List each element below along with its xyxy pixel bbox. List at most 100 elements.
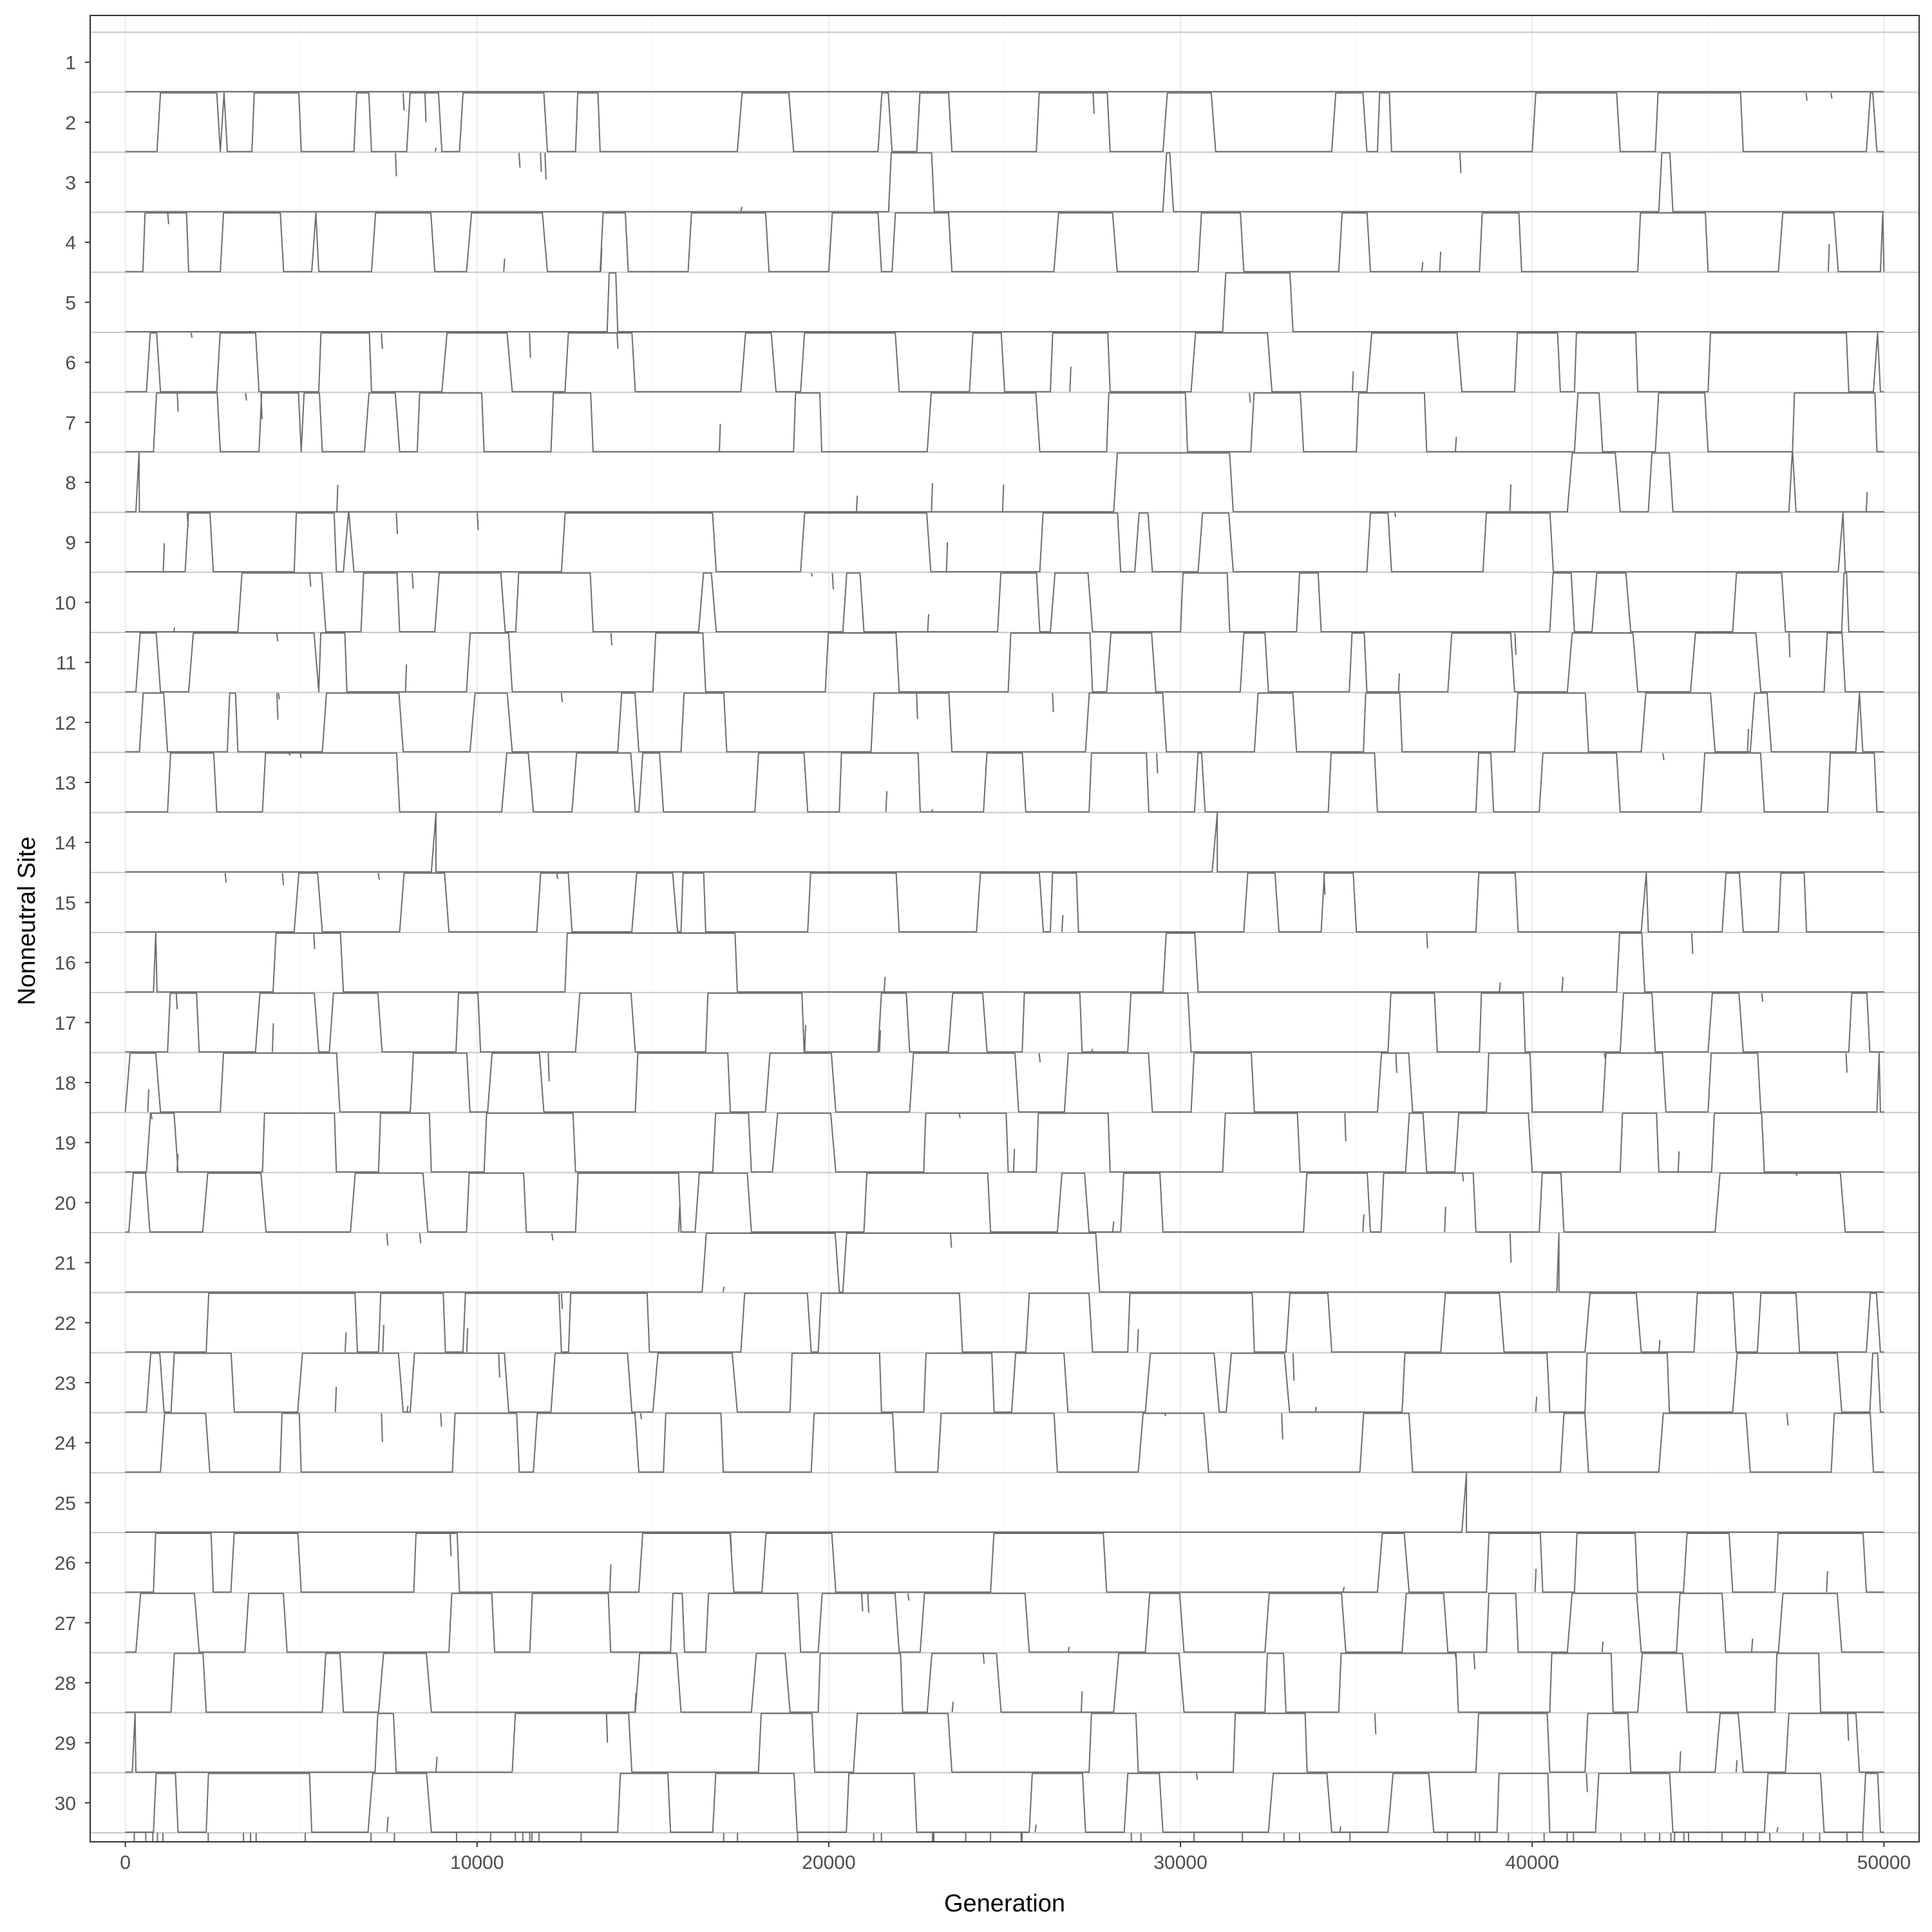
excursion-mark [1761,993,1764,1002]
excursion-mark [1038,1053,1041,1063]
excursion-mark [931,483,933,512]
x-tick-label: 30000 [1153,1852,1207,1873]
series-line-site-18 [124,1052,1884,1113]
excursion-mark [1362,1214,1365,1233]
series-line-site-24 [125,1412,1884,1473]
series-line-site-3 [125,152,1884,213]
y-tick-label: 8 [65,473,76,494]
excursion-mark [1344,1113,1347,1142]
excursion-mark [466,1328,469,1352]
excursion-mark [224,873,227,883]
excursion-mark [1805,93,1808,101]
excursion-mark [440,1413,442,1427]
excursion-mark [381,332,383,349]
excursion-mark [883,976,886,992]
y-tick-label: 16 [55,953,76,974]
series-line-site-11 [125,632,1884,693]
excursion-mark [804,1025,806,1052]
excursion-mark [730,1533,732,1552]
excursion-mark [245,393,247,401]
y-tick-label: 22 [55,1313,76,1334]
excursion-mark [344,1332,347,1352]
y-tick-label: 21 [55,1253,76,1274]
excursion-mark [175,993,178,1010]
excursion-mark [1586,1773,1588,1793]
excursion-mark [1397,673,1401,692]
series-line-site-16 [125,933,1884,993]
excursion-mark [1067,1647,1070,1653]
excursion-mark [556,873,559,880]
y-tick-label: 11 [56,653,76,674]
y-tick-label: 17 [55,1013,76,1034]
excursion-mark [1034,1824,1037,1833]
excursion-mark [377,873,380,880]
excursion-mark [382,1325,384,1352]
excursion-mark [1092,93,1095,114]
excursion-mark [1323,873,1326,895]
excursion-mark [560,693,564,703]
excursion-mark [1195,1773,1198,1780]
excursion-mark [176,393,179,412]
excursion-mark [276,693,279,720]
excursion-mark [406,1405,409,1412]
series-line-site-10 [125,572,1884,632]
excursion-mark [1788,632,1791,658]
y-tick-label: 13 [55,773,76,794]
grid-layer [124,15,1885,1842]
excursion-mark [1454,437,1457,452]
series-line-site-2 [125,92,1884,153]
excursion-mark [1826,1571,1828,1593]
excursion-mark [634,1692,637,1712]
y-tick-label: 7 [65,413,76,434]
series-line-site-22 [125,1293,1884,1353]
excursion-mark [449,1533,452,1557]
excursion-mark [1001,484,1005,512]
excursion-mark [1080,1691,1083,1712]
x-axis: 0 10000 20000 30000 40000 50000 [120,1842,1911,1873]
series-line-site-14 [125,812,1884,873]
excursion-mark [1677,1151,1680,1172]
excursion-mark [885,791,888,812]
excursion-mark [1292,1353,1295,1381]
excursion-mark [1473,1653,1476,1670]
y-tick-label: 28 [55,1673,76,1694]
excursion-mark [518,153,521,168]
excursion-mark [1444,1206,1446,1233]
excursion-mark [867,1593,869,1613]
excursion-mark [1426,933,1428,949]
excursion-mark [278,693,280,700]
excursion-mark [424,93,427,122]
excursion-mark [605,1713,609,1743]
excursion-mark [1795,1173,1798,1177]
y-tick-label: 5 [65,292,76,314]
excursion-mark [855,495,858,512]
excursion-mark [1499,982,1501,992]
y-tick-label: 23 [55,1373,76,1394]
excursion-mark [949,1233,952,1248]
excursion-mark [1156,753,1159,774]
excursion-mark [1865,491,1868,512]
excursion-mark [1339,1826,1341,1833]
excursion-mark [308,573,312,587]
excursion-mark [167,213,169,225]
excursion-mark [1679,1751,1681,1772]
excursion-mark [1601,1642,1604,1653]
y-tick-label: 15 [55,893,76,914]
x-tick-label: 0 [120,1852,131,1873]
excursion-mark [176,1154,179,1172]
excursion-mark [810,573,813,577]
excursion-mark [951,1701,954,1712]
excursion-mark [1509,1233,1512,1263]
excursion-mark [1395,1053,1397,1074]
excursion-mark [1249,393,1251,403]
excursion-mark [404,664,408,692]
excursion-mark [1351,371,1354,392]
excursion-mark [860,1593,864,1612]
excursion-mark [1052,693,1054,712]
excursion-mark [386,1233,389,1246]
excursion-mark [1374,1713,1377,1734]
excursion-mark [1439,251,1442,272]
x-tick-label: 10000 [450,1852,504,1873]
excursion-mark [1061,914,1064,933]
